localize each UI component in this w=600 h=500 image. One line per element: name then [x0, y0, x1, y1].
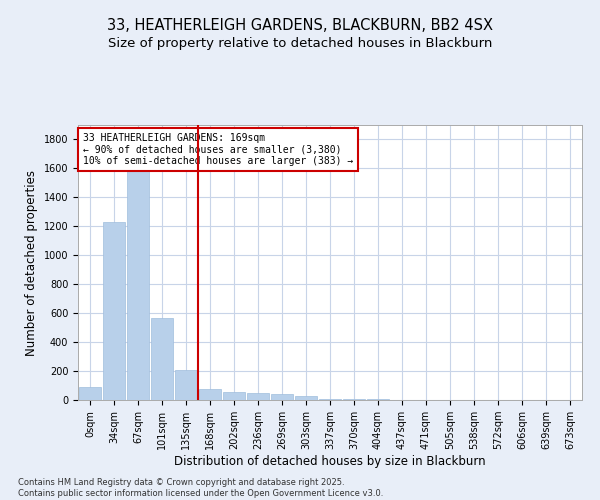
Y-axis label: Number of detached properties: Number of detached properties [25, 170, 38, 356]
Text: 33, HEATHERLEIGH GARDENS, BLACKBURN, BB2 4SX: 33, HEATHERLEIGH GARDENS, BLACKBURN, BB2… [107, 18, 493, 32]
X-axis label: Distribution of detached houses by size in Blackburn: Distribution of detached houses by size … [174, 455, 486, 468]
Text: Size of property relative to detached houses in Blackburn: Size of property relative to detached ho… [108, 38, 492, 51]
Bar [175, 370, 197, 400]
Bar [103, 222, 125, 400]
Bar [127, 166, 149, 400]
Text: 33 HEATHERLEIGH GARDENS: 169sqm
← 90% of detached houses are smaller (3,380)
10%: 33 HEATHERLEIGH GARDENS: 169sqm ← 90% of… [83, 133, 353, 166]
Text: Contains HM Land Registry data © Crown copyright and database right 2025.
Contai: Contains HM Land Registry data © Crown c… [18, 478, 383, 498]
Bar [223, 392, 245, 400]
Bar [151, 318, 173, 400]
Bar [79, 387, 101, 400]
Bar [319, 398, 341, 400]
Bar [271, 394, 293, 400]
Bar [199, 389, 221, 400]
Bar [247, 393, 269, 400]
Bar [295, 396, 317, 400]
